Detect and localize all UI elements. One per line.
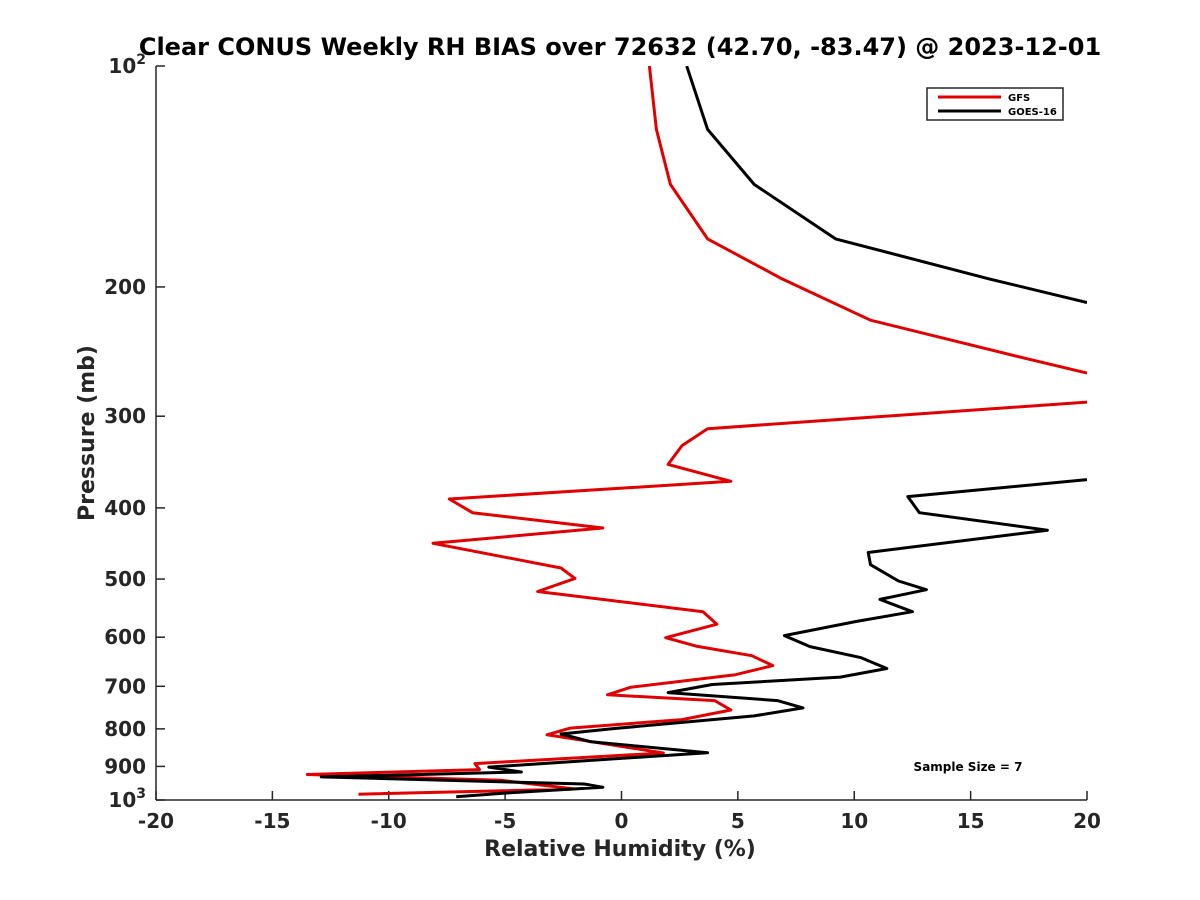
y-tick-label: 200 bbox=[104, 275, 146, 299]
x-tick-label: -5 bbox=[494, 809, 516, 833]
y-tick-label: 102 bbox=[108, 52, 146, 78]
x-tick-label: 5 bbox=[731, 809, 745, 833]
x-tick-label: -15 bbox=[254, 809, 290, 833]
y-tick-label: 800 bbox=[104, 717, 146, 741]
y-tick-label: 700 bbox=[104, 674, 146, 698]
y-tick-label: 103 bbox=[108, 786, 146, 812]
sample-size-annotation: Sample Size = 7 bbox=[914, 760, 1023, 774]
series-line-gfs bbox=[305, 66, 1087, 796]
x-tick-label: -20 bbox=[138, 809, 174, 833]
y-axis-label: Pressure (mb) bbox=[75, 345, 100, 521]
y-tick-label: 600 bbox=[104, 625, 146, 649]
x-tick-label: 20 bbox=[1073, 809, 1101, 833]
series-line-goes-16 bbox=[319, 66, 1087, 799]
y-tick-label: 300 bbox=[104, 404, 146, 428]
x-tick-label: 15 bbox=[957, 809, 985, 833]
y-tick-label: 500 bbox=[104, 567, 146, 591]
x-tick-label: -10 bbox=[371, 809, 407, 833]
legend: GFS GOES-16 bbox=[926, 87, 1064, 121]
chart-title: Clear CONUS Weekly RH BIAS over 72632 (4… bbox=[139, 33, 1101, 61]
legend-box bbox=[926, 87, 1064, 121]
legend-label: GOES-16 bbox=[1008, 107, 1057, 118]
legend-label: GFS bbox=[1008, 93, 1030, 104]
y-tick-label: 400 bbox=[104, 496, 146, 520]
x-axis-label: Relative Humidity (%) bbox=[484, 837, 756, 862]
x-tick-label: 10 bbox=[840, 809, 868, 833]
plot-area: -20 -15 -10 -5 0 5 10 15 20 102 200 300 400 500 600 700… bbox=[104, 52, 1101, 833]
y-tick-label: 900 bbox=[104, 754, 146, 778]
x-tick-label: 0 bbox=[615, 809, 629, 833]
